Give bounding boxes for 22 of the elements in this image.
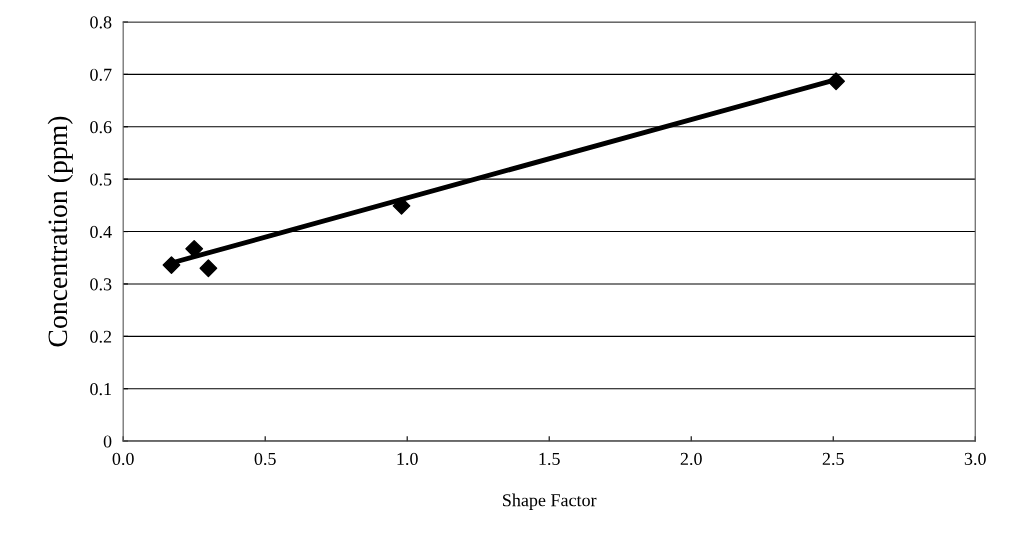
y-tick-label: 0.8 bbox=[90, 16, 112, 29]
x-tick-label: 0.0 bbox=[112, 452, 134, 466]
point bbox=[392, 196, 411, 215]
x-tick-label: 1.5 bbox=[539, 452, 560, 466]
y-tick-label: 0.1 bbox=[90, 382, 111, 396]
x-tick-label: 0.5 bbox=[254, 452, 276, 466]
y-tick-label: 0.3 bbox=[90, 278, 112, 291]
y-tick-label: 0.6 bbox=[90, 121, 112, 134]
point bbox=[827, 72, 845, 91]
point bbox=[199, 259, 218, 278]
y-tick-label: 0 bbox=[103, 435, 112, 448]
y-tick-label: 0.5 bbox=[90, 173, 112, 186]
x-tick-label: 1.0 bbox=[397, 452, 418, 466]
x-tick-label: 3.0 bbox=[964, 452, 986, 466]
x-tick-label: 2.0 bbox=[680, 452, 702, 466]
y-tick-label: 0.4 bbox=[90, 225, 112, 239]
y-axis-title: Concentration (ppm) bbox=[47, 116, 73, 347]
y-tick-label: 0.7 bbox=[90, 68, 112, 81]
x-tick-label: 2.5 bbox=[822, 452, 844, 466]
y-tick-label: 0.2 bbox=[90, 330, 112, 343]
point bbox=[162, 256, 181, 274]
x-axis-title: Shape Factor bbox=[503, 493, 597, 510]
